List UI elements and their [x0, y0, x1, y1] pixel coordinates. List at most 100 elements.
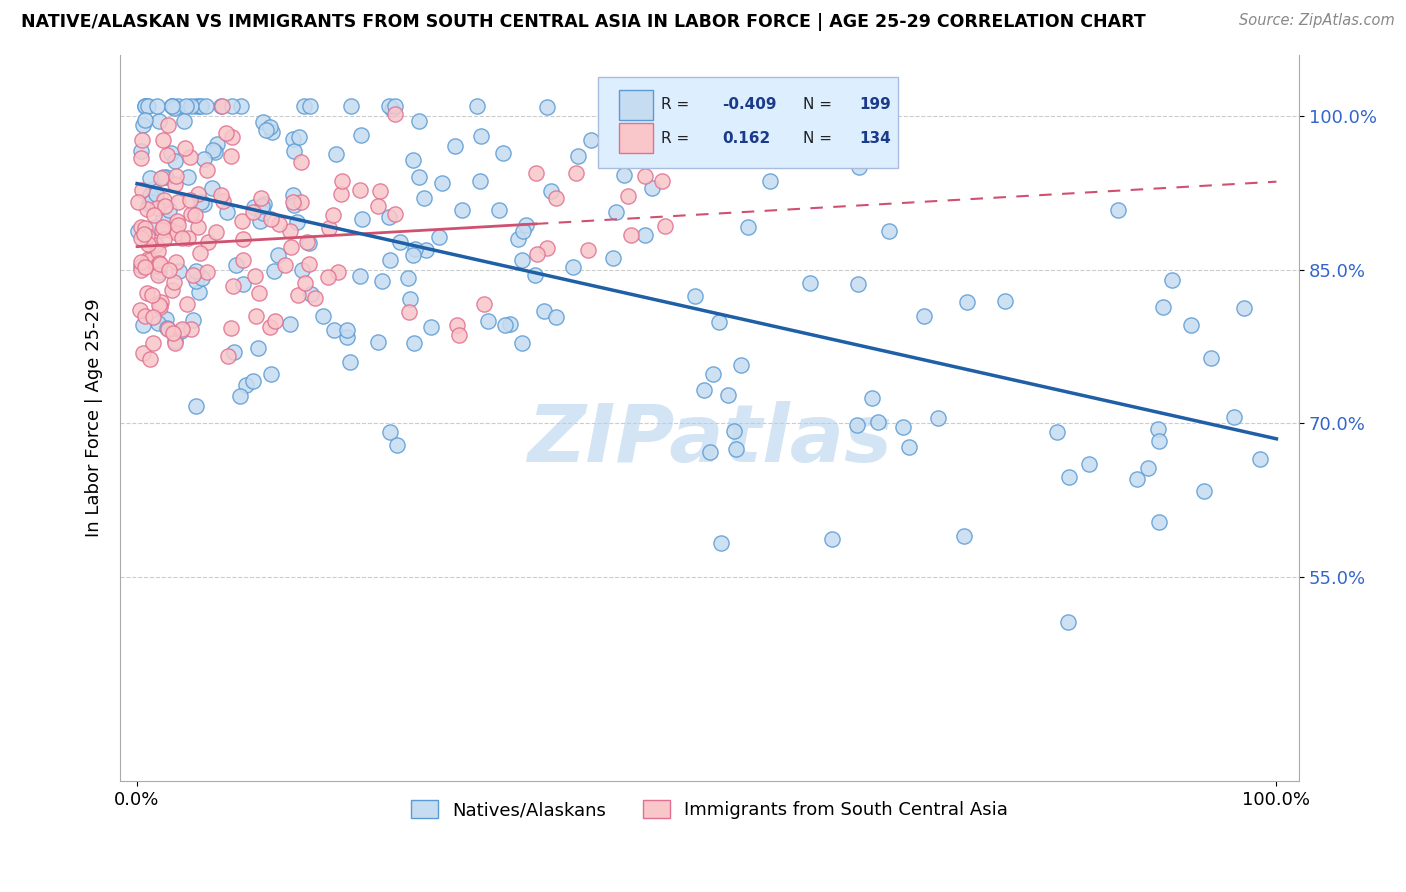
Point	[184, 399, 207, 413]
Point	[281, 187, 304, 202]
Point	[131, 183, 153, 197]
Point	[264, 314, 287, 328]
Point	[1107, 202, 1129, 217]
Point	[536, 100, 558, 114]
Point	[146, 201, 169, 215]
Point	[702, 367, 724, 381]
Point	[207, 137, 229, 152]
Point	[232, 277, 254, 291]
Point	[848, 161, 870, 175]
Point	[131, 144, 153, 158]
Point	[167, 218, 190, 232]
Point	[134, 260, 156, 274]
Point	[155, 312, 177, 326]
Point	[446, 318, 468, 333]
Point	[162, 99, 184, 113]
Point	[385, 438, 408, 452]
Point	[131, 318, 153, 332]
Point	[281, 194, 304, 209]
Point	[247, 341, 270, 355]
Point	[273, 258, 295, 272]
Text: 134: 134	[859, 131, 891, 146]
Point	[294, 276, 316, 290]
Point	[194, 99, 217, 113]
Point	[139, 171, 162, 186]
Y-axis label: In Labor Force | Age 25-29: In Labor Force | Age 25-29	[86, 299, 103, 537]
Point	[468, 174, 491, 188]
Point	[260, 212, 283, 227]
Point	[221, 99, 243, 113]
Point	[138, 196, 160, 211]
Point	[145, 186, 167, 201]
Point	[172, 231, 194, 245]
Point	[1249, 451, 1271, 466]
Point	[190, 99, 212, 113]
Point	[148, 256, 170, 270]
Point	[283, 144, 305, 158]
Point	[420, 320, 443, 334]
Point	[488, 202, 510, 217]
Point	[292, 99, 315, 113]
Point	[640, 181, 662, 195]
Point	[1149, 434, 1171, 448]
Point	[683, 289, 706, 303]
Point	[758, 174, 780, 188]
Point	[877, 224, 900, 238]
Point	[524, 166, 547, 180]
Point	[291, 262, 314, 277]
Point	[367, 198, 389, 212]
Point	[401, 248, 423, 262]
Point	[134, 112, 156, 127]
Point	[349, 269, 371, 284]
Point	[465, 99, 488, 113]
Point	[1125, 472, 1147, 486]
Point	[318, 220, 340, 235]
Point	[283, 198, 305, 212]
Point	[477, 313, 499, 327]
Point	[402, 335, 425, 350]
Point	[142, 336, 165, 351]
Point	[846, 418, 869, 433]
Point	[288, 130, 311, 145]
Point	[152, 219, 174, 234]
Point	[470, 128, 492, 143]
Point	[190, 271, 212, 285]
Point	[388, 235, 411, 249]
Point	[136, 237, 159, 252]
Point	[141, 288, 163, 302]
Point	[229, 389, 252, 403]
Point	[450, 203, 472, 218]
Point	[408, 169, 430, 184]
Point	[217, 205, 239, 219]
Text: 0.162: 0.162	[723, 131, 770, 146]
Point	[322, 208, 344, 222]
Point	[399, 292, 422, 306]
Point	[193, 152, 215, 166]
Point	[163, 335, 186, 350]
Point	[149, 300, 172, 314]
Point	[328, 265, 350, 279]
Point	[891, 420, 914, 434]
Text: ZIPatlas: ZIPatlas	[527, 401, 891, 479]
Point	[195, 163, 218, 178]
Point	[1194, 483, 1216, 498]
Point	[162, 326, 184, 340]
Point	[499, 317, 522, 331]
Point	[263, 264, 285, 278]
Point	[180, 207, 202, 221]
Point	[197, 235, 219, 249]
Point	[651, 174, 673, 188]
Point	[136, 252, 159, 266]
Point	[349, 128, 371, 142]
Point	[1201, 351, 1223, 365]
Point	[201, 181, 224, 195]
Point	[432, 176, 454, 190]
Point	[336, 323, 359, 337]
Point	[249, 214, 271, 228]
Point	[956, 294, 979, 309]
Point	[820, 532, 842, 546]
Point	[396, 271, 419, 285]
Point	[312, 309, 335, 323]
Point	[717, 388, 740, 402]
Point	[183, 312, 205, 326]
